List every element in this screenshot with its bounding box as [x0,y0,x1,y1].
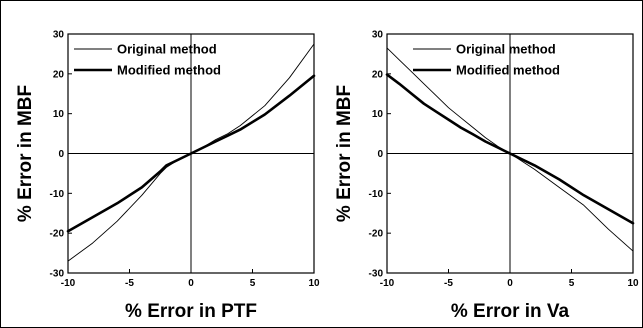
chart2-xtick-label-5: 5 [569,278,575,289]
chart1-x-axis-label: % Error in PTF [125,301,257,322]
chart1-legend-label-original: Original method [117,42,217,57]
chart2-y-axis-label: % Error in MBF [334,85,355,222]
chart2-legend-label-original: Original method [456,42,556,57]
chart1-xtick-label--5: -5 [125,278,134,289]
chart2-ytick-label-10: 10 [372,109,384,120]
chart1-ytick-label-10: 10 [53,109,65,120]
chart2-xtick-label-0: 0 [507,278,513,289]
chart2-xtick-label--10: -10 [380,278,395,289]
chart1-xtick-label-0: 0 [188,278,194,289]
chart1-ytick-label-20: 20 [53,69,65,80]
chart1-xtick-label-10: 10 [308,278,320,289]
chart1-ytick-label--20: -20 [50,229,65,240]
chart2-series-modified-method-line [385,73,635,225]
chart2-ytick-label--20: -20 [369,229,384,240]
chart1-xtick-label-5: 5 [250,278,256,289]
chart1-xtick-label--10: -10 [61,278,76,289]
chart1-ytick-label--10: -10 [50,189,65,200]
chart1-ytick-label--30: -30 [50,269,65,280]
chart2-ytick-label--30: -30 [369,269,384,280]
chart2-legend-label-modified: Modified method [456,63,560,78]
chart1-y-axis-label: % Error in MBF [15,85,36,222]
chart2-ytick-label-30: 30 [372,30,384,41]
chart2-series-original-method-line [386,47,634,252]
chart1-series-modified-method-line [66,74,316,233]
chart2-x-axis-label: % Error in Va [451,301,570,322]
chart1-legend-label-modified: Modified method [117,63,221,78]
chart2-xtick-label--5: -5 [444,278,453,289]
chart2-ytick-label--10: -10 [369,189,384,200]
chart1-ytick-label-0: 0 [58,149,64,160]
chart2-ytick-label-0: 0 [377,149,383,160]
chart1-ytick-label-30: 30 [53,30,65,41]
chart2-xtick-label-10: 10 [627,278,639,289]
chart2-ytick-label-20: 20 [372,69,384,80]
